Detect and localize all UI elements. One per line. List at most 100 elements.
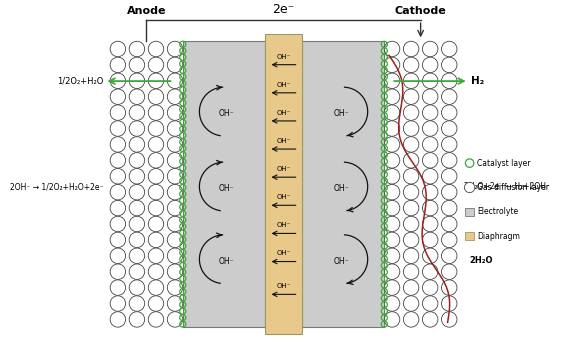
Text: 1/2O₂+H₂O: 1/2O₂+H₂O bbox=[57, 77, 103, 86]
Circle shape bbox=[148, 312, 164, 327]
Circle shape bbox=[167, 57, 183, 73]
Circle shape bbox=[403, 216, 419, 232]
Circle shape bbox=[110, 89, 125, 105]
Text: Gas diffusion layer: Gas diffusion layer bbox=[477, 183, 549, 192]
Bar bbox=[465, 208, 474, 216]
Circle shape bbox=[167, 200, 183, 216]
Circle shape bbox=[148, 248, 164, 264]
Circle shape bbox=[442, 184, 457, 200]
Circle shape bbox=[384, 248, 400, 264]
Text: OH⁻: OH⁻ bbox=[333, 184, 349, 193]
Text: OH⁻: OH⁻ bbox=[277, 283, 290, 289]
Circle shape bbox=[167, 105, 183, 120]
Bar bbox=[183, 41, 265, 327]
Circle shape bbox=[148, 264, 164, 279]
Circle shape bbox=[403, 232, 419, 248]
Circle shape bbox=[110, 216, 125, 232]
Circle shape bbox=[384, 169, 400, 184]
Circle shape bbox=[403, 280, 419, 295]
Circle shape bbox=[422, 137, 438, 152]
Circle shape bbox=[167, 264, 183, 279]
Circle shape bbox=[167, 184, 183, 200]
Circle shape bbox=[442, 169, 457, 184]
Circle shape bbox=[403, 57, 419, 73]
Text: OH⁻: OH⁻ bbox=[277, 222, 290, 228]
Circle shape bbox=[129, 137, 145, 152]
Circle shape bbox=[110, 248, 125, 264]
Circle shape bbox=[403, 73, 419, 88]
Circle shape bbox=[384, 312, 400, 327]
Circle shape bbox=[442, 57, 457, 73]
Circle shape bbox=[384, 153, 400, 168]
Circle shape bbox=[110, 153, 125, 168]
Circle shape bbox=[442, 280, 457, 295]
Circle shape bbox=[129, 216, 145, 232]
Circle shape bbox=[422, 41, 438, 57]
Text: OH⁻: OH⁻ bbox=[277, 138, 290, 144]
Bar bbox=[465, 232, 474, 240]
Circle shape bbox=[167, 153, 183, 168]
Circle shape bbox=[442, 264, 457, 279]
Circle shape bbox=[148, 280, 164, 295]
Circle shape bbox=[384, 73, 400, 88]
Circle shape bbox=[129, 169, 145, 184]
Circle shape bbox=[384, 105, 400, 120]
Circle shape bbox=[148, 169, 164, 184]
Text: 2OH⁻ → 1/2O₂+H₂O+2e⁻: 2OH⁻ → 1/2O₂+H₂O+2e⁻ bbox=[10, 182, 103, 191]
Circle shape bbox=[148, 232, 164, 248]
Circle shape bbox=[167, 248, 183, 264]
Circle shape bbox=[442, 296, 457, 311]
Circle shape bbox=[129, 41, 145, 57]
Circle shape bbox=[464, 182, 475, 193]
Text: H₂: H₂ bbox=[471, 76, 485, 86]
Circle shape bbox=[167, 232, 183, 248]
Circle shape bbox=[167, 121, 183, 136]
Circle shape bbox=[167, 169, 183, 184]
Circle shape bbox=[422, 121, 438, 136]
Circle shape bbox=[148, 121, 164, 136]
Circle shape bbox=[110, 312, 125, 327]
Circle shape bbox=[148, 57, 164, 73]
Circle shape bbox=[384, 296, 400, 311]
Circle shape bbox=[403, 264, 419, 279]
Circle shape bbox=[110, 296, 125, 311]
Circle shape bbox=[167, 312, 183, 327]
Circle shape bbox=[110, 200, 125, 216]
Circle shape bbox=[384, 184, 400, 200]
Circle shape bbox=[442, 105, 457, 120]
Circle shape bbox=[167, 137, 183, 152]
Text: OH⁻: OH⁻ bbox=[277, 110, 290, 116]
Circle shape bbox=[167, 296, 183, 311]
Circle shape bbox=[422, 105, 438, 120]
Circle shape bbox=[442, 137, 457, 152]
Circle shape bbox=[110, 105, 125, 120]
Circle shape bbox=[442, 216, 457, 232]
Circle shape bbox=[403, 312, 419, 327]
Circle shape bbox=[422, 248, 438, 264]
Circle shape bbox=[384, 264, 400, 279]
Text: OH⁻: OH⁻ bbox=[277, 166, 290, 172]
Text: OH⁻: OH⁻ bbox=[218, 257, 234, 266]
Circle shape bbox=[422, 296, 438, 311]
Circle shape bbox=[129, 121, 145, 136]
Circle shape bbox=[148, 137, 164, 152]
Text: Electrolyte: Electrolyte bbox=[477, 207, 518, 216]
Circle shape bbox=[129, 296, 145, 311]
Circle shape bbox=[110, 41, 125, 57]
Circle shape bbox=[148, 89, 164, 105]
Circle shape bbox=[384, 57, 400, 73]
Circle shape bbox=[129, 248, 145, 264]
Circle shape bbox=[129, 264, 145, 279]
Text: Catalyst layer: Catalyst layer bbox=[477, 159, 530, 168]
Text: OH⁻: OH⁻ bbox=[277, 194, 290, 200]
Circle shape bbox=[403, 121, 419, 136]
Circle shape bbox=[110, 184, 125, 200]
Circle shape bbox=[110, 169, 125, 184]
Circle shape bbox=[403, 200, 419, 216]
Circle shape bbox=[384, 121, 400, 136]
Circle shape bbox=[148, 200, 164, 216]
Circle shape bbox=[422, 153, 438, 168]
Circle shape bbox=[422, 216, 438, 232]
Circle shape bbox=[384, 137, 400, 152]
Circle shape bbox=[110, 73, 125, 88]
